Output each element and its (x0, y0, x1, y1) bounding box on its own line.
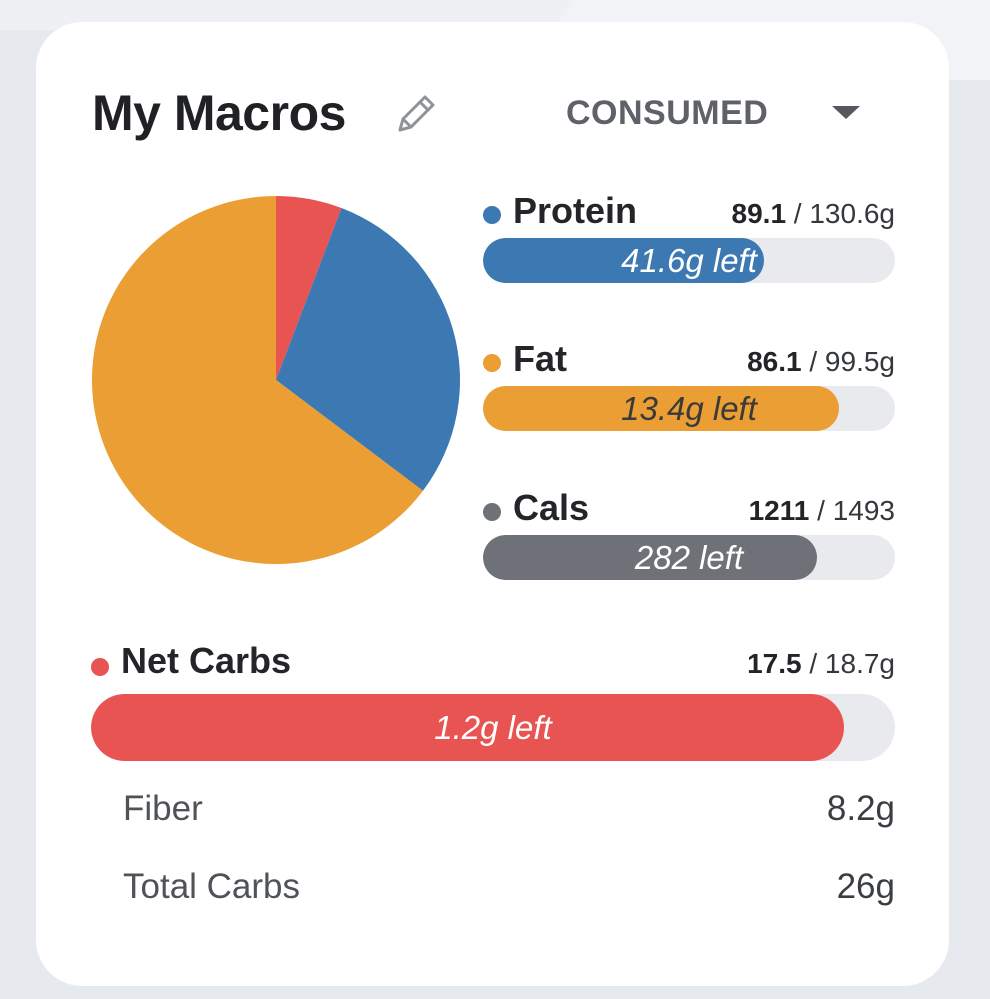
pie-slice-fat (91, 196, 423, 564)
macros-card: My Macros CONSUMED Protein 89.1 / 130.6g… (36, 22, 949, 986)
consumed-dropdown[interactable]: CONSUMED (566, 88, 866, 136)
macro-name: Net Carbs (121, 640, 292, 681)
macro-values: 86.1 / 99.5g (747, 346, 895, 378)
progress-fill (483, 535, 818, 580)
macro-values: 1211 / 1493 (749, 495, 895, 527)
progress-text: 41.6g left (621, 242, 757, 279)
macro-values: 89.1 / 130.6g (732, 198, 895, 230)
macro-name: Fat (513, 338, 567, 379)
macro-goal: / 1493 (809, 495, 895, 526)
macro-current: 17.5 (747, 648, 802, 679)
progress-fill (483, 386, 840, 431)
caret-down-icon (832, 106, 860, 119)
fat-progress-bar: 13.4g left (483, 386, 895, 431)
protein-progress-bar: 41.6g left (483, 238, 895, 283)
fiber-row: Fiber 8.2g (123, 789, 895, 833)
pie-slice-protein (276, 208, 461, 491)
total-carbs-row: Total Carbs 26g (123, 867, 895, 911)
fiber-label: Fiber (123, 789, 203, 828)
net-carbs-progress-bar: 1.2g left (91, 694, 895, 761)
progress-fill (483, 238, 764, 283)
progress-text: 282 left (634, 539, 744, 576)
total-carbs-value: 26g (836, 867, 895, 906)
macro-current: 1211 (748, 495, 810, 526)
macro-cals: Cals 1211 / 1493 282 left (483, 487, 895, 580)
cals-dot (483, 503, 501, 521)
progress-fill (91, 694, 844, 761)
fiber-value: 8.2g (826, 789, 895, 828)
pencil-icon[interactable] (390, 88, 440, 138)
macro-current: 89.1 (731, 198, 787, 229)
protein-dot (483, 206, 501, 224)
total-carbs-label: Total Carbs (123, 867, 301, 906)
macro-goal: / 18.7g (801, 648, 895, 679)
macro-net-carbs: Net Carbs 17.5 / 18.7g 1.2g left (91, 640, 895, 761)
progress-text: 1.2g left (434, 709, 552, 746)
progress-text: 13.4g left (621, 390, 757, 427)
macro-values: 17.5 / 18.7g (747, 648, 895, 680)
macro-goal: / 99.5g (801, 346, 895, 377)
cals-progress-bar: 282 left (483, 535, 895, 580)
macro-name: Protein (513, 190, 638, 231)
macro-protein: Protein 89.1 / 130.6g 41.6g left (483, 190, 895, 283)
macros-pie-chart (91, 196, 461, 564)
page-title: My Macros (92, 85, 346, 141)
dropdown-label: CONSUMED (566, 94, 769, 132)
macro-goal: / 130.6g (786, 198, 895, 229)
macro-name: Cals (513, 487, 590, 528)
macro-fat: Fat 86.1 / 99.5g 13.4g left (483, 338, 895, 431)
macro-current: 86.1 (747, 346, 802, 377)
net-carbs-dot (91, 658, 109, 676)
fat-dot (483, 354, 501, 372)
pie-slice-net-carbs (276, 196, 342, 380)
